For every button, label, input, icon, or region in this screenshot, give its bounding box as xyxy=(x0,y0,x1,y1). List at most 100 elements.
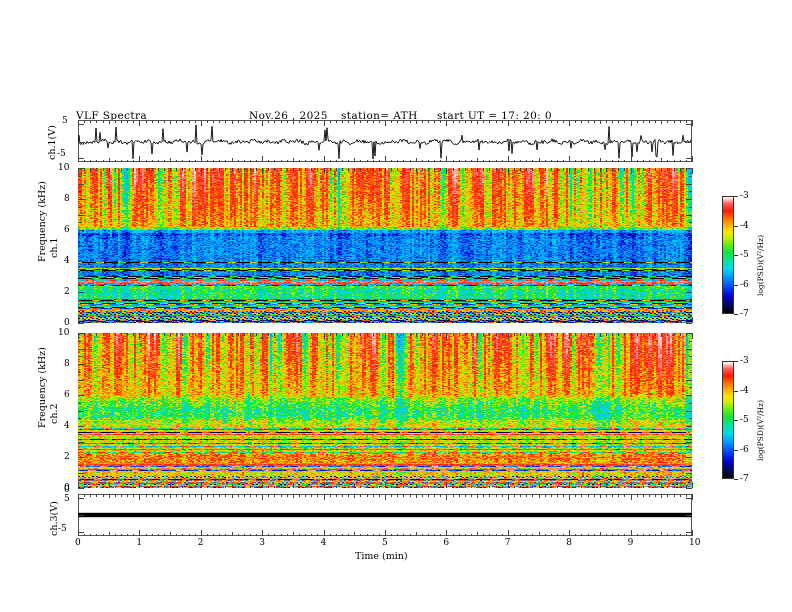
xtick-top-p0 xyxy=(587,120,589,123)
xtick-top-p0 xyxy=(360,120,362,123)
header-date: Nov.26 , 2025 xyxy=(249,110,328,122)
xtick-bot-p0 xyxy=(299,159,300,162)
xtick-top-p1 xyxy=(372,168,374,171)
xtick-bot-p0 xyxy=(415,158,417,162)
xtick-top-p1 xyxy=(213,168,214,171)
ytick-ch3wave-r-5 xyxy=(686,498,692,499)
ytick-ch2-9 xyxy=(78,348,84,350)
xtick-bot-p2 xyxy=(342,485,343,488)
xtick-bot-p0 xyxy=(477,158,478,162)
xtick-bot-p1 xyxy=(243,320,245,323)
xtick-bot-p2 xyxy=(532,485,534,488)
xtick-bot-p0 xyxy=(667,159,669,162)
ytick-ch3wave-r-0 xyxy=(686,515,692,516)
xtick-bot-p2 xyxy=(624,485,626,488)
xtick-bot-p0 xyxy=(317,159,319,162)
xtick-top-p1 xyxy=(667,168,669,171)
xtick-top-p2 xyxy=(311,333,313,336)
xtick-top-p1 xyxy=(452,168,454,171)
xtick-bot-p0 xyxy=(170,158,171,162)
xtick-top-p1 xyxy=(550,168,552,171)
xtick-bot-p1 xyxy=(102,320,104,323)
xtick-top-p0 xyxy=(606,120,607,123)
xtick-bot-p3 xyxy=(685,533,687,536)
xtick-top-p2 xyxy=(385,333,386,339)
ytick-ch1-6 xyxy=(78,230,84,231)
xtick-bot-p0 xyxy=(323,156,325,162)
xtick-top-p2 xyxy=(280,333,282,336)
xtick-top-p1 xyxy=(231,168,233,172)
xtick-top-p1 xyxy=(391,168,392,171)
xtick-bot-p2 xyxy=(231,484,233,488)
xtick-bot-p0 xyxy=(593,159,595,162)
xtick-bot-p0 xyxy=(237,159,239,162)
xtick-bot-p1 xyxy=(157,320,159,323)
xtick-top-p1 xyxy=(317,168,319,171)
xtick-top-p0 xyxy=(231,120,233,124)
ytick-ch1-3.5 xyxy=(78,268,81,270)
xtick-top-p3 xyxy=(692,494,693,500)
xtick-bot-p0 xyxy=(286,159,288,162)
xtick-bot-p0 xyxy=(538,158,540,162)
xtick-bot-p2 xyxy=(452,485,454,488)
xtick-label-3: 3 xyxy=(259,538,265,548)
xtick-bot-p1 xyxy=(520,320,521,323)
xtick-top-p2 xyxy=(372,333,374,336)
xtick-top-p3 xyxy=(268,494,270,497)
xtick-bot-p0 xyxy=(526,159,528,162)
xtick-bot-p0 xyxy=(256,159,257,162)
xtick-top-p3 xyxy=(427,494,429,497)
xtick-bot-p0 xyxy=(108,158,110,162)
xtick-top-p1 xyxy=(157,168,159,171)
xtick-top-p1 xyxy=(415,168,417,172)
ytick-ch2-10 xyxy=(78,333,84,334)
xtick-bot-p1 xyxy=(237,320,239,323)
xtick-bot-p3 xyxy=(403,533,405,536)
xtick-top-p2 xyxy=(489,333,491,336)
xtick-top-p2 xyxy=(268,333,270,336)
xtick-top-p1 xyxy=(348,168,349,171)
ytick-ch2-r-2.5 xyxy=(689,449,692,451)
ytick-ch1-r-1 xyxy=(686,307,692,309)
xtick-bot-p2 xyxy=(317,485,319,488)
xtick-bot-p1 xyxy=(391,320,392,323)
xtick-top-p3 xyxy=(409,494,411,497)
xtick-bot-p0 xyxy=(618,159,620,162)
xtick-bot-p1 xyxy=(274,320,276,323)
ytick-ch2-r-6 xyxy=(686,395,692,396)
xtick-bot-p1 xyxy=(692,317,693,323)
xtick-top-p2 xyxy=(213,333,214,336)
xtick-bot-p0 xyxy=(102,159,104,162)
xtick-bot-p2 xyxy=(587,485,589,488)
xtick-top-p1 xyxy=(163,168,165,171)
xtick-bot-p2 xyxy=(636,485,638,488)
xtick-top-p3 xyxy=(366,494,368,497)
xtick-top-p0 xyxy=(636,120,638,123)
xtick-bot-p3 xyxy=(243,533,245,536)
xtick-top-p0 xyxy=(268,120,270,123)
xtick-top-p3 xyxy=(200,494,202,500)
xtick-top-p0 xyxy=(139,120,141,126)
xtick-top-p2 xyxy=(556,333,558,336)
xtick-top-p1 xyxy=(649,168,650,171)
xtick-top-p2 xyxy=(231,333,233,337)
xtick-bot-p1 xyxy=(133,320,135,323)
xtick-top-p3 xyxy=(679,494,681,497)
xtick-bot-p3 xyxy=(550,533,552,536)
xtick-top-p2 xyxy=(526,333,528,336)
xtick-top-p2 xyxy=(618,333,620,336)
xtick-top-p1 xyxy=(200,168,202,174)
xtick-top-p1 xyxy=(120,168,122,171)
xtick-top-p1 xyxy=(354,168,356,172)
xtick-bot-p0 xyxy=(544,159,546,162)
xtick-top-p3 xyxy=(145,494,147,497)
ytick-ch1-r-10 xyxy=(686,168,692,169)
xtick-bot-p1 xyxy=(256,320,257,323)
xtick-top-p2 xyxy=(636,333,638,336)
xtick-top-p1 xyxy=(311,168,313,171)
xtick-top-p1 xyxy=(96,168,98,171)
ch3-waveform-trace xyxy=(78,494,692,536)
xtick-top-p0 xyxy=(538,120,540,124)
ytick-ch2-r-8 xyxy=(686,364,692,365)
xtick-top-p0 xyxy=(385,120,386,126)
